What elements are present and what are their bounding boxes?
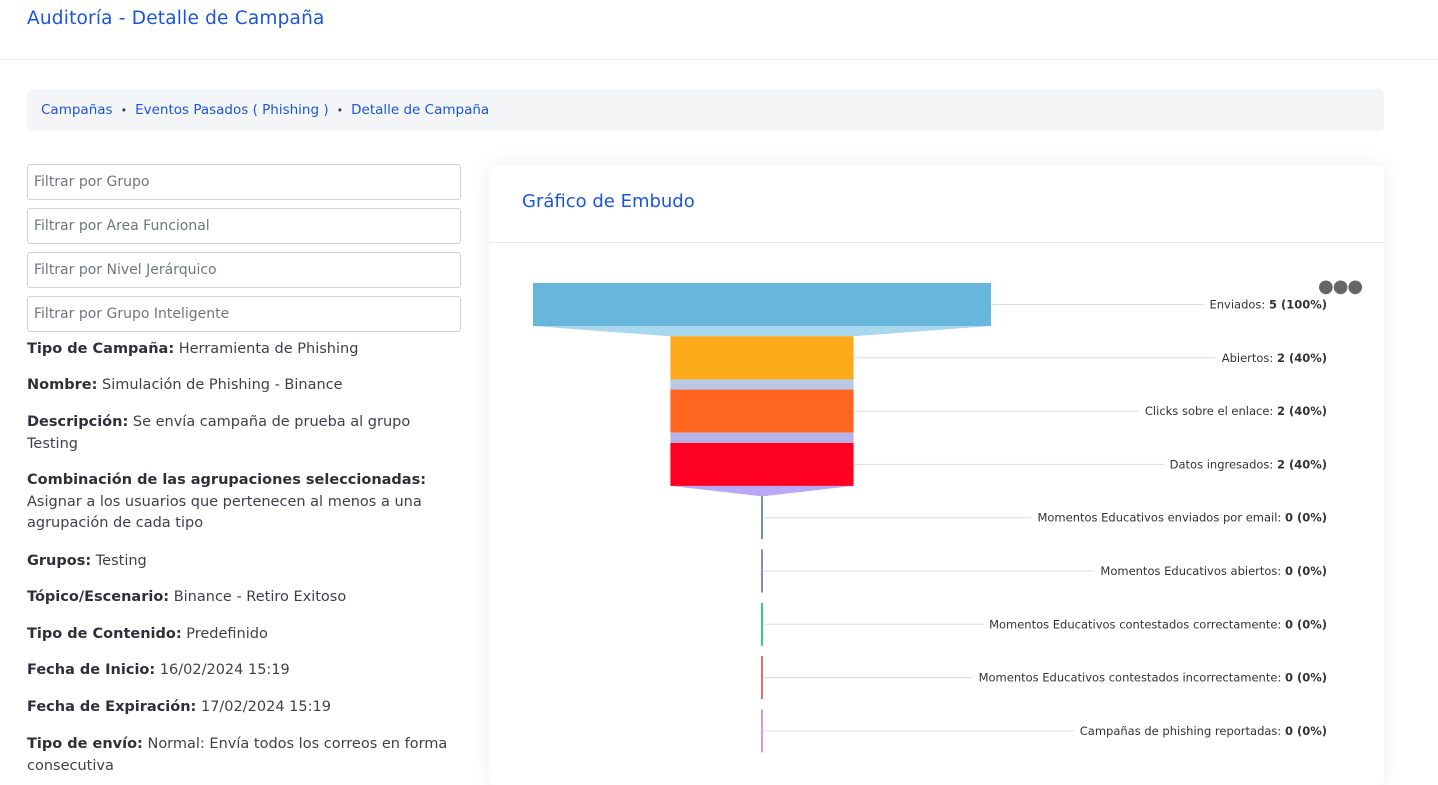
funnel-segment[interactable]	[761, 496, 763, 540]
funnel-segment[interactable]	[533, 283, 991, 326]
funnel-connector	[670, 485, 854, 497]
funnel-label-background	[972, 669, 1329, 686]
detail-grouping-combination: Combinación de las agrupaciones seleccio…	[27, 470, 465, 535]
breadcrumb-separator: •	[120, 103, 128, 117]
top-bar: Auditoría - Detalle de Campaña	[0, 0, 1438, 60]
funnel-label: Campañas de phishing reportadas: 0 (0%)	[1080, 724, 1327, 738]
detail-content-type: Tipo de Contenido: Predefinido	[27, 624, 465, 646]
funnel-label: Abiertos: 2 (40%)	[1222, 351, 1327, 365]
detail-campaign-type: Tipo de Campaña: Herramienta de Phishing	[27, 339, 465, 361]
detail-label: Tipo de Contenido:	[27, 626, 182, 642]
detail-value: Predefinido	[186, 626, 268, 642]
detail-groups: Grupos: Testing	[27, 551, 465, 573]
detail-description: Descripción: Se envía campaña de prueba …	[27, 412, 465, 455]
funnel-label: Datos ingresados: 2 (40%)	[1170, 457, 1327, 471]
detail-value: Se envía campaña de prueba al grupo Test…	[27, 414, 411, 452]
funnel-segment[interactable]	[761, 602, 763, 646]
detail-label: Tipo de envío:	[27, 736, 143, 752]
card-header: Gráfico de Embudo	[489, 165, 1384, 243]
filter-hierarchical-level-input[interactable]	[27, 252, 461, 288]
detail-value: Normal: Envía todos los correos en forma…	[27, 736, 448, 774]
detail-value: 17/02/2024 15:19	[200, 699, 331, 715]
breadcrumb-campaigns-link[interactable]: Campañas	[41, 102, 113, 118]
funnel-chart: Enviados: 5 (100%) Abiertos: 2 (40%) Click…	[533, 283, 1329, 753]
funnel-label: Enviados: 5 (100%)	[1209, 298, 1327, 312]
funnel-label-background	[1094, 563, 1329, 579]
detail-value: 16/02/2024 15:19	[159, 662, 290, 678]
funnel-label: Momentos Educativos abiertos: 0 (0%)	[1100, 564, 1327, 578]
detail-expiration-date: Fecha de Expiración: 17/02/2024 15:19	[27, 697, 465, 719]
funnel-connector	[670, 379, 854, 390]
card-title: Gráfico de Embudo	[522, 191, 695, 212]
funnel-chart-card: Gráfico de Embudo ●●● Enviados: 5 (100%)…	[489, 165, 1384, 785]
funnel-label-background	[1138, 403, 1329, 420]
funnel-segment[interactable]	[670, 389, 854, 433]
funnel-label-background	[1203, 296, 1329, 313]
funnel-label-background	[1073, 722, 1329, 739]
funnel-label: Momentos Educativos contestados incorrec…	[979, 671, 1327, 685]
detail-label: Nombre:	[27, 377, 98, 393]
breadcrumb-past-events-link[interactable]: Eventos Pasados ( Phishing )	[135, 102, 329, 118]
funnel-segment[interactable]	[761, 656, 763, 700]
detail-label: Fecha de Expiración:	[27, 699, 197, 715]
funnel-label-background	[1215, 349, 1329, 366]
funnel-label: Momentos Educativos enviados por email: …	[1037, 511, 1327, 525]
breadcrumb-campaign-detail-link[interactable]: Detalle de Campaña	[351, 102, 490, 118]
detail-value: Herramienta de Phishing	[178, 341, 359, 357]
detail-send-type: Tipo de envío: Normal: Envía todos los c…	[27, 734, 465, 777]
funnel-label: Clicks sobre el enlace: 2 (40%)	[1145, 404, 1327, 418]
more-horizontal-icon[interactable]: ●●●	[1318, 276, 1363, 297]
filter-smart-group-input[interactable]	[27, 296, 461, 332]
funnel-label-background	[983, 616, 1329, 633]
funnel-segment[interactable]	[761, 709, 763, 753]
funnel-label-background	[1031, 509, 1329, 526]
funnel-segment[interactable]	[670, 442, 854, 486]
detail-label: Descripción:	[27, 414, 129, 430]
breadcrumb: Campañas • Eventos Pasados ( Phishing ) …	[27, 89, 1384, 131]
detail-label: Grupos:	[27, 553, 92, 569]
detail-name: Nombre: Simulación de Phishing - Binance	[27, 375, 465, 397]
detail-value: Simulación de Phishing - Binance	[101, 377, 343, 393]
detail-label: Tipo de Campaña:	[27, 341, 175, 357]
filter-functional-area-input[interactable]	[27, 208, 461, 244]
funnel-segment[interactable]	[670, 336, 854, 380]
funnel-segment[interactable]	[761, 549, 763, 593]
page-title: Auditoría - Detalle de Campaña	[27, 8, 325, 29]
detail-value: Asignar a los usuarios que pertenecen al…	[27, 493, 422, 532]
funnel-connector	[670, 432, 854, 443]
funnel-label: Momentos Educativos contestados correcta…	[989, 617, 1327, 631]
detail-label: Fecha de Inicio:	[27, 662, 156, 678]
detail-value: Testing	[95, 553, 147, 569]
funnel-connector	[533, 326, 991, 337]
filter-group-input[interactable]	[27, 164, 461, 200]
breadcrumb-separator: •	[336, 103, 344, 117]
detail-value: Binance - Retiro Exitoso	[173, 589, 347, 605]
funnel-label-background	[1163, 456, 1329, 473]
detail-label: Tópico/Escenario:	[27, 589, 170, 605]
detail-topic-scenario: Tópico/Escenario: Binance - Retiro Exito…	[27, 587, 465, 609]
detail-label: Combinación de las agrupaciones seleccio…	[27, 472, 427, 488]
detail-start-date: Fecha de Inicio: 16/02/2024 15:19	[27, 660, 465, 682]
